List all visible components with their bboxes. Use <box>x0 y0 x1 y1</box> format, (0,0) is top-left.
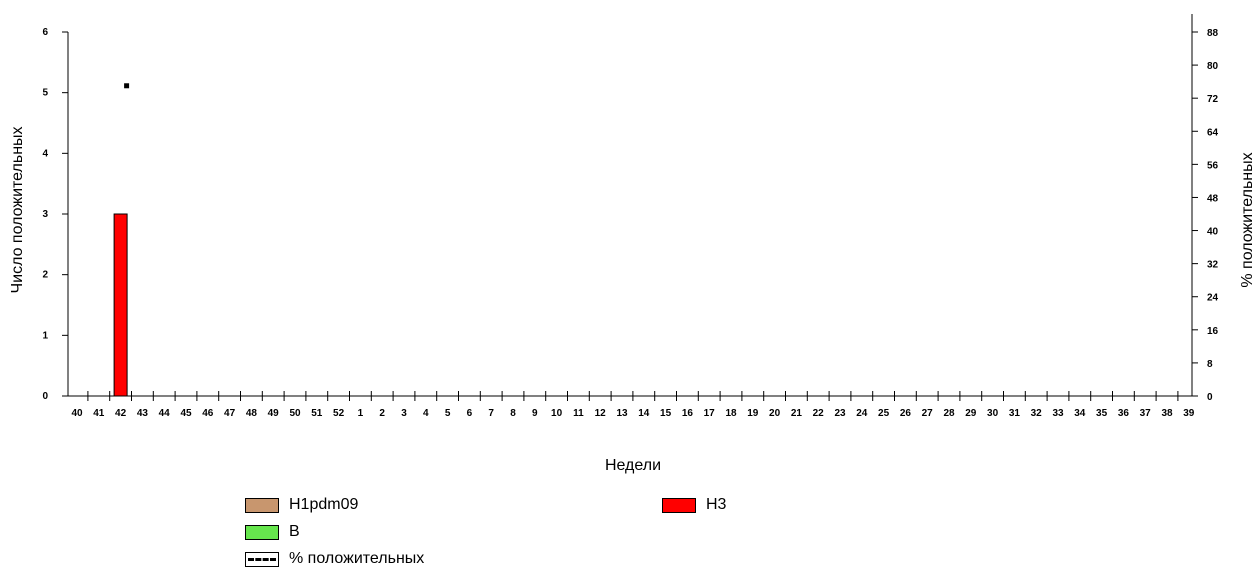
x-tick-label: 14 <box>638 408 650 419</box>
y2-tick-label: 56 <box>1207 160 1219 171</box>
legend-item-h3: H3 <box>662 496 726 514</box>
x-tick-label: 25 <box>878 408 890 419</box>
x-tick-label: 15 <box>660 408 672 419</box>
x-tick-label: 8 <box>510 408 516 419</box>
x-tick-label: 39 <box>1183 408 1195 419</box>
x-tick-label: 11 <box>573 408 584 419</box>
y2-tick-label: 16 <box>1207 326 1219 337</box>
x-tick-label: 22 <box>813 408 825 419</box>
x-tick-label: 51 <box>311 408 323 419</box>
x-tick-label: 3 <box>401 408 407 419</box>
y-tick-label: 3 <box>42 209 48 220</box>
y-tick-label: 5 <box>42 88 48 99</box>
x-tick-label: 45 <box>180 408 192 419</box>
x-tick-label: 28 <box>943 408 955 419</box>
y2-tick-label: 88 <box>1207 28 1219 39</box>
x-tick-label: 50 <box>289 408 301 419</box>
x-tick-label: 48 <box>246 408 258 419</box>
y2-tick-label: 40 <box>1207 227 1219 238</box>
x-tick-label: 52 <box>333 408 345 419</box>
x-tick-label: 18 <box>725 408 737 419</box>
x-tick-label: 5 <box>445 408 451 419</box>
x-tick-label: 38 <box>1161 408 1173 419</box>
y2-axis-title: % положительных <box>1239 152 1256 287</box>
legend-swatch-h1pdm09 <box>245 497 279 513</box>
x-tick-label: 2 <box>379 408 385 419</box>
x-axis-title: Недели <box>605 457 661 474</box>
x-tick-label: 17 <box>704 408 716 419</box>
x-tick-label: 27 <box>922 408 934 419</box>
legend-swatch-h3 <box>662 497 696 513</box>
x-tick-label: 35 <box>1096 408 1108 419</box>
x-tick-label: 41 <box>93 408 105 419</box>
y2-tick-label: 8 <box>1207 359 1213 370</box>
x-tick-label: 30 <box>987 408 999 419</box>
x-tick-label: 1 <box>358 408 364 419</box>
percent-positive-point <box>124 83 130 89</box>
x-tick-label: 36 <box>1118 408 1130 419</box>
legend-item-h1pdm09: H1pdm09 <box>245 496 358 514</box>
x-tick-label: 12 <box>595 408 607 419</box>
y2-tick-label: 48 <box>1207 193 1219 204</box>
x-tick-label: 47 <box>224 408 236 419</box>
x-tick-label: 20 <box>769 408 781 419</box>
legend-label-h1pdm09: H1pdm09 <box>289 496 359 513</box>
legend-item-b: B <box>245 523 300 541</box>
y2-tick-label: 72 <box>1207 94 1219 105</box>
x-tick-label: 42 <box>115 408 127 419</box>
x-tick-label: 33 <box>1052 408 1064 419</box>
x-tick-label: 37 <box>1140 408 1152 419</box>
y2-tick-label: 32 <box>1207 260 1219 271</box>
x-tick-label: 44 <box>159 408 171 419</box>
y-tick-label: 4 <box>42 148 48 159</box>
y-tick-label: 6 <box>42 27 48 38</box>
x-tick-label: 26 <box>900 408 912 419</box>
x-tick-label: 29 <box>965 408 977 419</box>
bar-h3-week-42 <box>113 213 128 397</box>
x-tick-label: 10 <box>551 408 563 419</box>
x-tick-label: 23 <box>834 408 846 419</box>
x-tick-label: 7 <box>488 408 494 419</box>
y-tick-label: 2 <box>42 270 48 281</box>
x-tick-label: 9 <box>532 408 538 419</box>
legend-label-percent-positive: % положительных <box>289 550 425 567</box>
y2-tick-label: 0 <box>1207 392 1213 403</box>
x-tick-label: 46 <box>202 408 214 419</box>
legend-swatch-percent-positive <box>245 551 279 567</box>
x-tick-label: 24 <box>856 408 868 419</box>
x-tick-label: 21 <box>791 408 803 419</box>
x-tick-label: 19 <box>747 408 759 419</box>
x-tick-label: 4 <box>423 408 429 419</box>
legend-label-b: B <box>289 523 300 540</box>
x-tick-label: 49 <box>268 408 280 419</box>
x-tick-label: 32 <box>1031 408 1043 419</box>
y-tick-label: 0 <box>42 391 48 402</box>
legend-label-h3: H3 <box>706 496 727 513</box>
legend-item-percent-positive: % положительных <box>245 550 424 568</box>
x-tick-label: 6 <box>467 408 473 419</box>
x-tick-label: 13 <box>616 408 628 419</box>
x-tick-label: 31 <box>1009 408 1021 419</box>
y2-tick-label: 80 <box>1207 61 1219 72</box>
x-tick-label: 40 <box>71 408 83 419</box>
y2-tick-label: 24 <box>1207 293 1219 304</box>
x-tick-label: 16 <box>682 408 694 419</box>
y2-tick-label: 64 <box>1207 127 1219 138</box>
x-tick-label: 34 <box>1074 408 1086 419</box>
y-tick-label: 1 <box>42 330 48 341</box>
x-tick-label: 43 <box>137 408 149 419</box>
y-axis-title: Число положительных <box>9 126 26 293</box>
legend-swatch-b <box>245 524 279 540</box>
